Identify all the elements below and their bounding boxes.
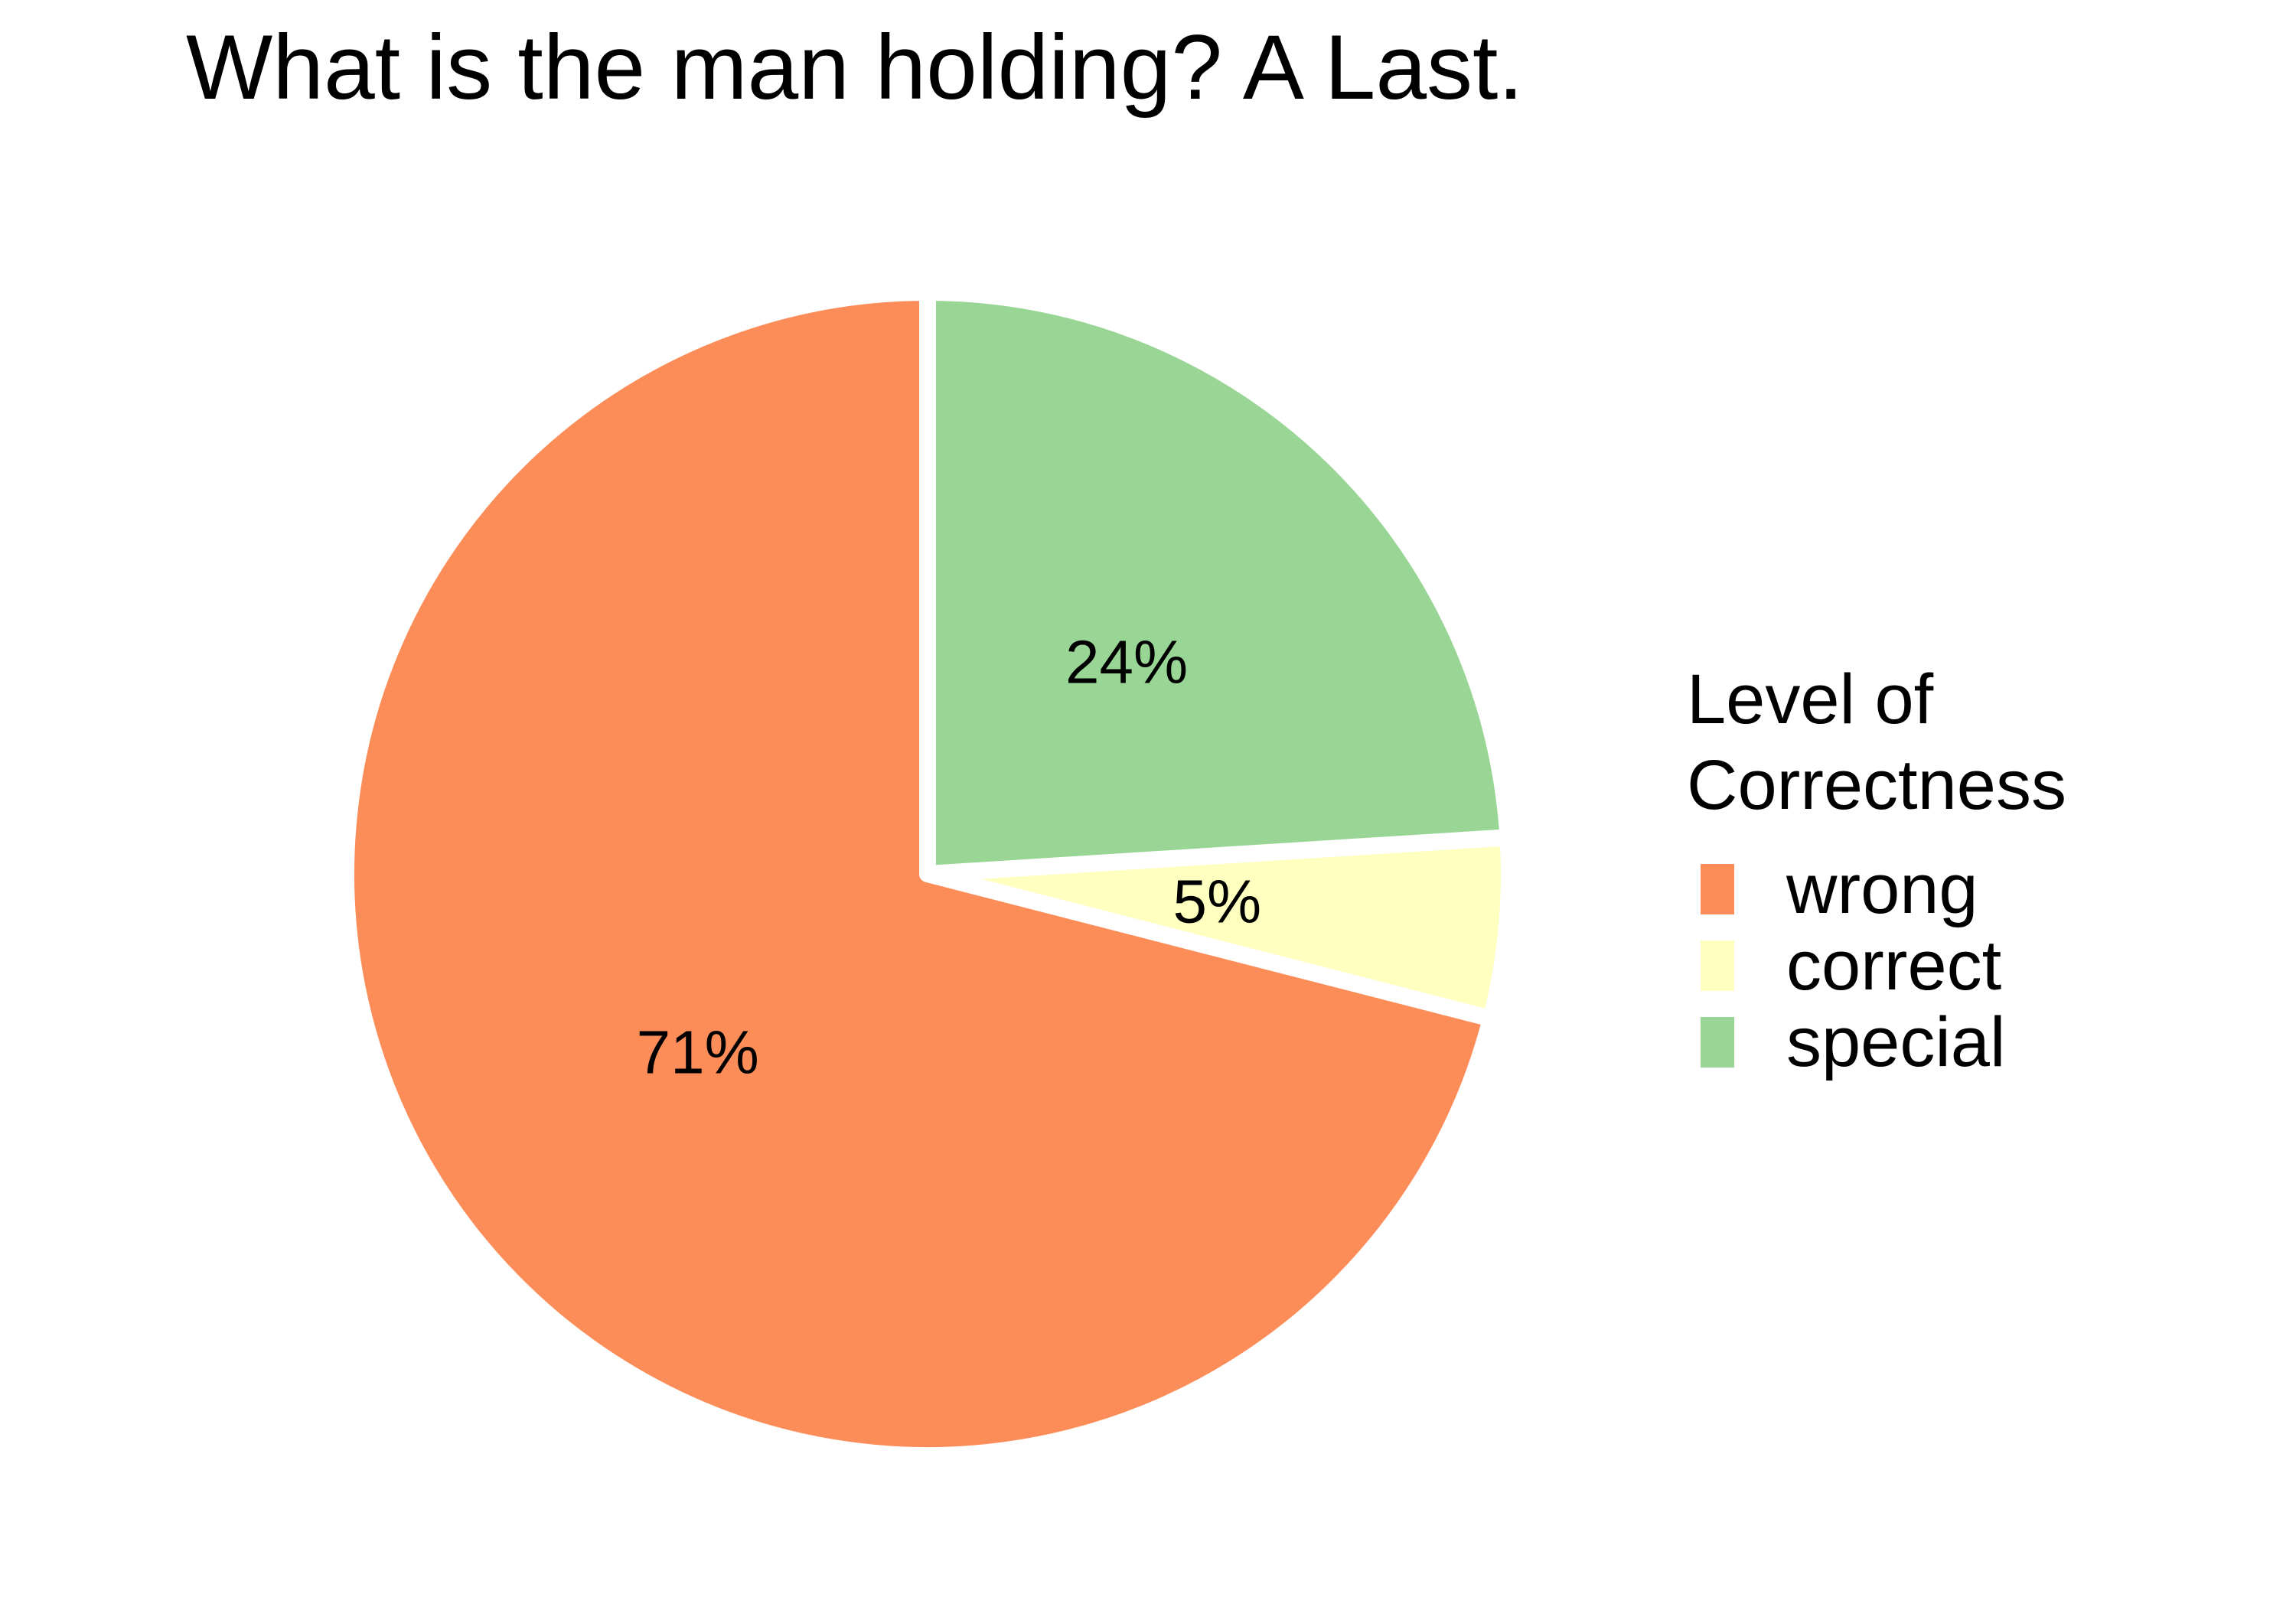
legend-items: wrong correct special	[1687, 851, 2223, 1081]
legend-swatch	[1701, 864, 1734, 914]
legend-item-correct: correct	[1687, 927, 2223, 1004]
legend-item-special: special	[1687, 1004, 2223, 1081]
legend-title-line: Level of	[1687, 660, 1934, 738]
legend-swatch	[1701, 1017, 1734, 1068]
pie-slice-special	[919, 284, 1517, 882]
legend-label: wrong	[1786, 850, 1978, 928]
pie-slice-wrong	[338, 284, 1500, 1464]
pie-slice-labels: 71% 5% 24%	[637, 628, 1261, 1087]
legend-label: special	[1786, 1003, 2006, 1081]
legend-swatch	[1701, 940, 1734, 991]
slice-label-wrong: 71%	[637, 1018, 759, 1086]
legend-item-wrong: wrong	[1687, 851, 2223, 927]
slice-label-correct: 5%	[1172, 867, 1261, 935]
slice-label-special: 24%	[1065, 628, 1188, 696]
chart-title: What is the man holding? A Last.	[186, 16, 1524, 119]
legend-title-line: Correctness	[1687, 746, 2066, 824]
legend-title: Level of Correctness	[1687, 657, 2223, 828]
legend-label: correct	[1786, 927, 2002, 1005]
pie-slices	[338, 284, 1518, 1464]
legend: Level of Correctness wrong correct speci…	[1687, 657, 2223, 1081]
